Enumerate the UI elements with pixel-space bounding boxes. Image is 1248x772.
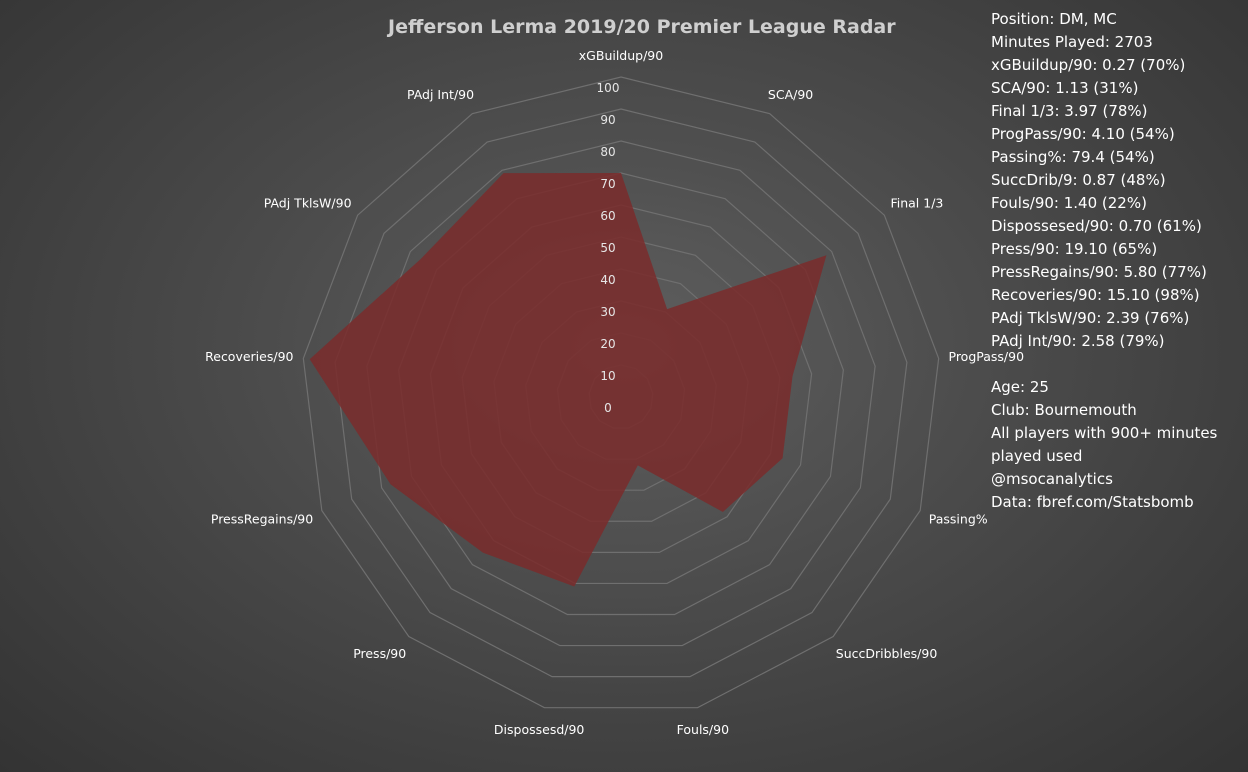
info-line: Final 1/3: 3.97 (78%) [991,102,1148,120]
info-line: SCA/90: 1.13 (31%) [991,79,1139,97]
tick-label: 40 [600,273,615,287]
tick-label: 10 [600,369,615,383]
tick-label: 0 [604,401,612,415]
axis-label: SCA/90 [768,87,813,102]
info-line: ProgPass/90: 4.10 (54%) [991,125,1175,143]
grid-ring [366,140,876,647]
info-line: SuccDrib/9: 0.87 (48%) [991,171,1166,189]
info-line: played used [991,447,1083,465]
info-line: PressRegains/90: 5.80 (77%) [991,263,1207,281]
axis-label: Fouls/90 [677,722,729,737]
info-line: Press/90: 19.10 (65%) [991,240,1158,258]
chart-title: Jefferson Lerma 2019/20 Premier League R… [388,16,896,38]
info-panel: Position: DM, MC Minutes Played: 2703 xG… [991,8,1217,514]
info-line: Passing%: 79.4 (54%) [991,148,1155,166]
tick-label: 100 [597,81,620,95]
axis-label: ProgPass/90 [949,349,1025,364]
info-line: PAdj TklsW/90: 2.39 (76%) [991,309,1190,327]
tick-label: 70 [600,177,615,191]
info-line: PAdj Int/90: 2.58 (79%) [991,332,1165,350]
info-line: Position: DM, MC [991,10,1117,28]
series-area [309,173,827,587]
info-line: Fouls/90: 1.40 (22%) [991,194,1147,212]
grid-ring [302,76,940,709]
axis-label: Passing% [929,511,988,526]
axis-label: Dispossesd/90 [494,722,585,737]
tick-label: 80 [600,145,615,159]
info-line: xGBuildup/90: 0.27 (70%) [991,56,1186,74]
axis-label: PAdj TklsW/90 [264,196,352,211]
axis-label: SuccDribbles/90 [836,646,938,661]
info-line: Dispossesed/90: 0.70 (61%) [991,217,1202,235]
axis-label: PAdj Int/90 [407,87,474,102]
axis-label: Press/90 [353,646,406,661]
tick-label: 20 [600,337,615,351]
info-line: Minutes Played: 2703 [991,33,1153,51]
grid-ring [334,108,908,678]
info-line: Data: fbref.com/Statsbomb [991,493,1194,511]
info-line: Recoveries/90: 15.10 (98%) [991,286,1200,304]
axis-label: Recoveries/90 [205,349,293,364]
tick-label: 90 [600,113,615,127]
info-line: Club: Bournemouth [991,401,1137,419]
info-line: All players with 900+ minutes [991,424,1218,442]
tick-label: 30 [600,305,615,319]
info-line: Age: 25 [991,378,1049,396]
info-line: @msocanalytics [991,470,1113,488]
axis-label: Final 1/3 [890,196,943,211]
tick-label: 50 [600,241,615,255]
tick-label: 60 [600,209,615,223]
axis-label: xGBuildup/90 [579,48,663,63]
axis-label: PressRegains/90 [211,511,313,526]
